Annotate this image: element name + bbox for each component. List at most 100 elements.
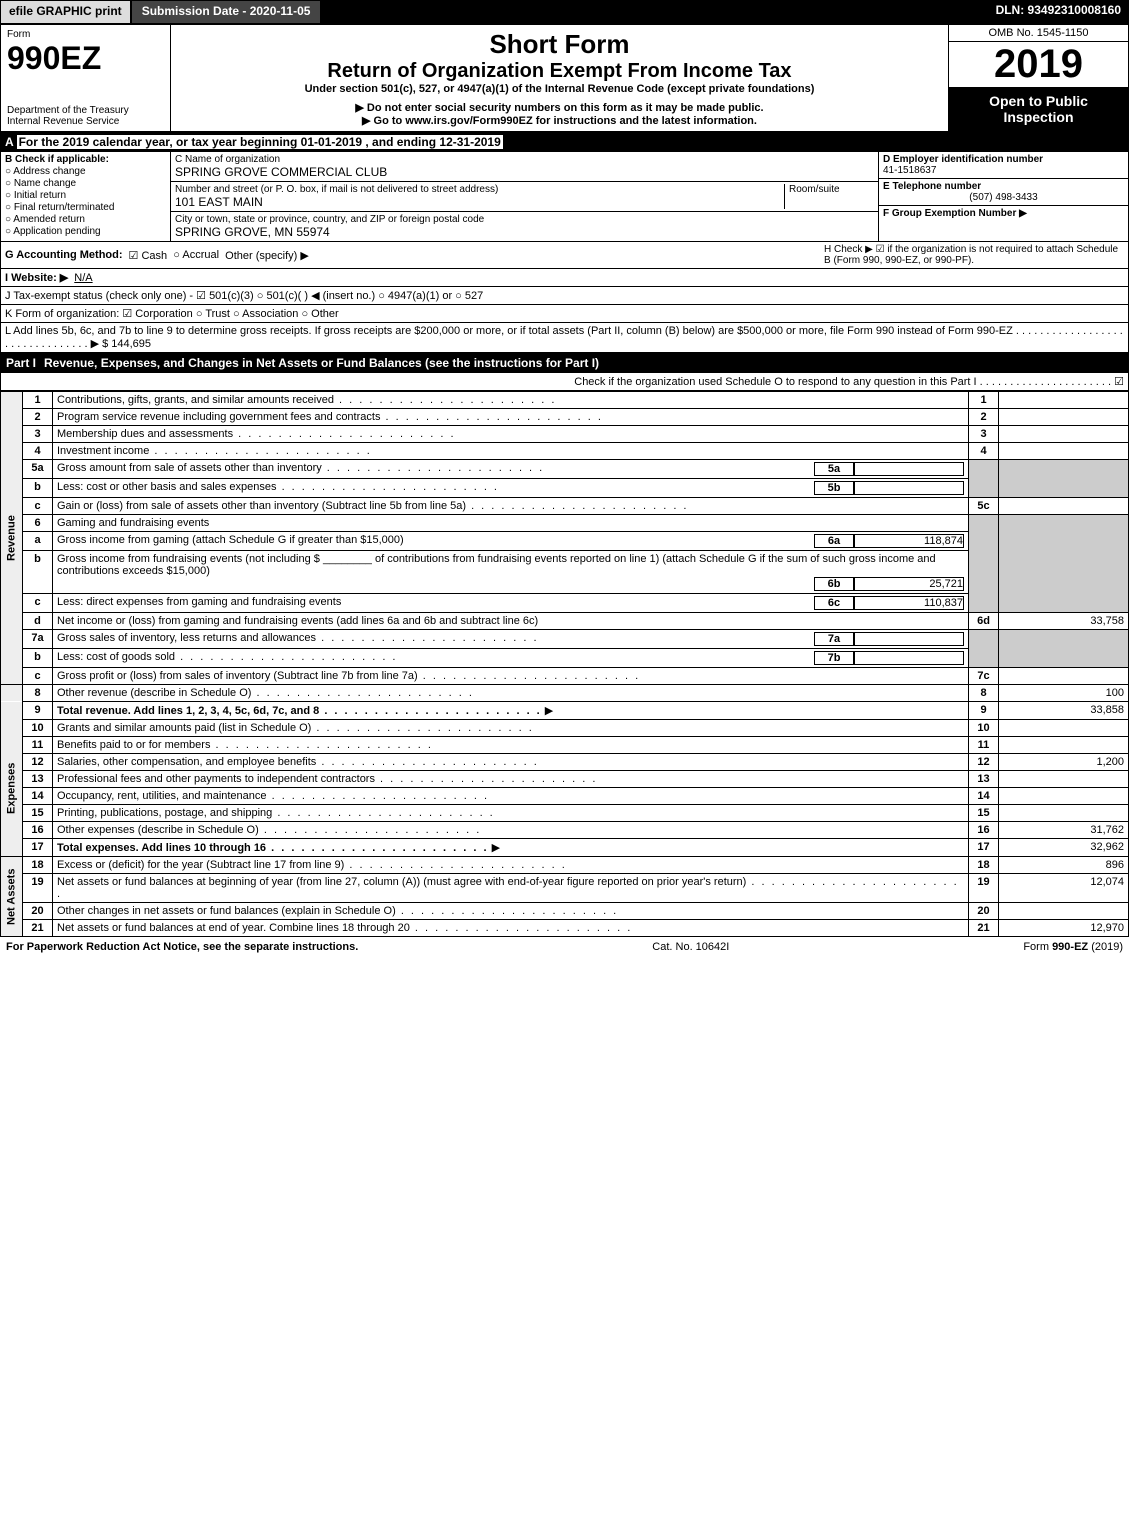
return-title: Return of Organization Exempt From Incom… <box>177 60 942 83</box>
line-7a-text: Gross sales of inventory, less returns a… <box>53 630 969 649</box>
goto-link[interactable]: ▶ Go to www.irs.gov/Form990EZ for instru… <box>177 114 942 127</box>
line-17-num: 17 <box>23 839 53 857</box>
line-6d-key: 6d <box>969 613 999 630</box>
line-6d-num: d <box>23 613 53 630</box>
line-5a-num: 5a <box>23 460 53 479</box>
line-7c-amt <box>999 668 1129 685</box>
line-17-amt: 32,962 <box>999 839 1129 857</box>
line-16-key: 16 <box>969 822 999 839</box>
form-header: Form 990EZ Department of the Treasury In… <box>0 24 1129 132</box>
line-8-num: 8 <box>23 685 53 702</box>
revenue-sidelabel: Revenue <box>1 392 23 685</box>
addr-label: Number and street (or P. O. box, if mail… <box>175 184 784 195</box>
cb-name-change[interactable]: ○ Name change <box>5 178 166 189</box>
line-2-key: 2 <box>969 409 999 426</box>
line-15-amt <box>999 805 1129 822</box>
line-20-amt <box>999 903 1129 920</box>
gross-receipts-text: L Add lines 5b, 6c, and 7b to line 9 to … <box>5 325 1124 350</box>
line-19-num: 19 <box>23 874 53 903</box>
row-j: J Tax-exempt status (check only one) - ☑… <box>0 287 1129 305</box>
city-label: City or town, state or province, country… <box>175 214 874 225</box>
cb-other-method[interactable]: Other (specify) ▶ <box>225 249 309 262</box>
netassets-sidelabel: Net Assets <box>1 857 23 937</box>
cb-initial-return[interactable]: ○ Initial return <box>5 190 166 201</box>
form-number: 990EZ <box>7 40 164 77</box>
org-name: SPRING GROVE COMMERCIAL CLUB <box>175 165 874 179</box>
line-7a-num: 7a <box>23 630 53 649</box>
cb-address-change[interactable]: ○ Address change <box>5 166 166 177</box>
cb-application-pending[interactable]: ○ Application pending <box>5 226 166 237</box>
org-city: SPRING GROVE, MN 55974 <box>175 225 874 239</box>
line-9-amt: 33,858 <box>999 702 1129 720</box>
part-i-label: Part I <box>6 356 36 370</box>
line-6a-amt: 118,874 <box>854 534 964 548</box>
line-18-amt: 896 <box>999 857 1129 874</box>
line-7a-amt <box>854 632 964 646</box>
line-14-text: Occupancy, rent, utilities, and maintena… <box>53 788 969 805</box>
website-label: I Website: ▶ <box>5 271 68 284</box>
schedule-o-check: Check if the organization used Schedule … <box>574 375 1124 388</box>
line-21-amt: 12,970 <box>999 920 1129 937</box>
line-6d-text: Net income or (loss) from gaming and fun… <box>53 613 969 630</box>
org-name-label: C Name of organization <box>175 154 874 165</box>
form-word: Form <box>7 29 164 40</box>
line-17-text: Total expenses. Add lines 10 through 16 … <box>53 839 969 857</box>
line-4-key: 4 <box>969 443 999 460</box>
line-5a-key: 5a <box>814 462 854 476</box>
pra-notice: For Paperwork Reduction Act Notice, see … <box>6 941 358 953</box>
line-6c-amt: 110,837 <box>854 596 964 610</box>
line-13-key: 13 <box>969 771 999 788</box>
dept-treasury: Department of the Treasury <box>7 105 164 116</box>
line-6c-num: c <box>23 594 53 613</box>
line-1-num: 1 <box>23 392 53 409</box>
line-16-num: 16 <box>23 822 53 839</box>
line-1-key: 1 <box>969 392 999 409</box>
line-8-key: 8 <box>969 685 999 702</box>
row-l: L Add lines 5b, 6c, and 7b to line 9 to … <box>0 323 1129 353</box>
line-5a-text: Gross amount from sale of assets other t… <box>53 460 969 479</box>
line-10-num: 10 <box>23 720 53 737</box>
phone-label: E Telephone number <box>883 181 981 192</box>
line-6d-amt: 33,758 <box>999 613 1129 630</box>
expenses-sidelabel: Expenses <box>1 720 23 857</box>
line-7c-num: c <box>23 668 53 685</box>
line-4-num: 4 <box>23 443 53 460</box>
part-i-check: Check if the organization used Schedule … <box>0 373 1129 391</box>
cb-accrual[interactable]: ○ Accrual <box>173 249 219 261</box>
irs-label: Internal Revenue Service <box>7 116 164 127</box>
line-21-text: Net assets or fund balances at end of ye… <box>53 920 969 937</box>
line-13-amt <box>999 771 1129 788</box>
line-6a-num: a <box>23 532 53 551</box>
line-20-num: 20 <box>23 903 53 920</box>
line-5c-key: 5c <box>969 498 999 515</box>
line-5b-text: Less: cost or other basis and sales expe… <box>53 479 969 498</box>
line-7b-key: 7b <box>814 651 854 665</box>
efile-print-button[interactable]: efile GRAPHIC print <box>0 0 131 24</box>
line-11-text: Benefits paid to or for members <box>53 737 969 754</box>
line-5b-num: b <box>23 479 53 498</box>
line-1-amt <box>999 392 1129 409</box>
line-1-text: Contributions, gifts, grants, and simila… <box>53 392 969 409</box>
tax-exempt-status: J Tax-exempt status (check only one) - ☑… <box>5 289 483 302</box>
line-6b-text: Gross income from fundraising events (no… <box>53 551 969 594</box>
row-k: K Form of organization: ☑ Corporation ○ … <box>0 305 1129 323</box>
line-6b-num: b <box>23 551 53 594</box>
cb-amended-return[interactable]: ○ Amended return <box>5 214 166 225</box>
line-6b-amt: 25,721 <box>854 577 964 591</box>
cb-final-return[interactable]: ○ Final return/terminated <box>5 202 166 213</box>
line-5c-amt <box>999 498 1129 515</box>
line-5c-num: c <box>23 498 53 515</box>
line-3-amt <box>999 426 1129 443</box>
line-4-text: Investment income <box>53 443 969 460</box>
group-exemption-label: F Group Exemption Number ▶ <box>883 208 1027 219</box>
line-6-text: Gaming and fundraising events <box>53 515 969 532</box>
line-9-num: 9 <box>23 702 53 720</box>
line-9-key: 9 <box>969 702 999 720</box>
open-to-public: Open to Public Inspection <box>949 87 1128 131</box>
line-6a-text: Gross income from gaming (attach Schedul… <box>53 532 969 551</box>
cb-cash[interactable]: ☑ Cash <box>129 249 168 262</box>
line-17-key: 17 <box>969 839 999 857</box>
line-14-amt <box>999 788 1129 805</box>
line-5a-amt <box>854 462 964 476</box>
under-section: Under section 501(c), 527, or 4947(a)(1)… <box>177 83 942 95</box>
